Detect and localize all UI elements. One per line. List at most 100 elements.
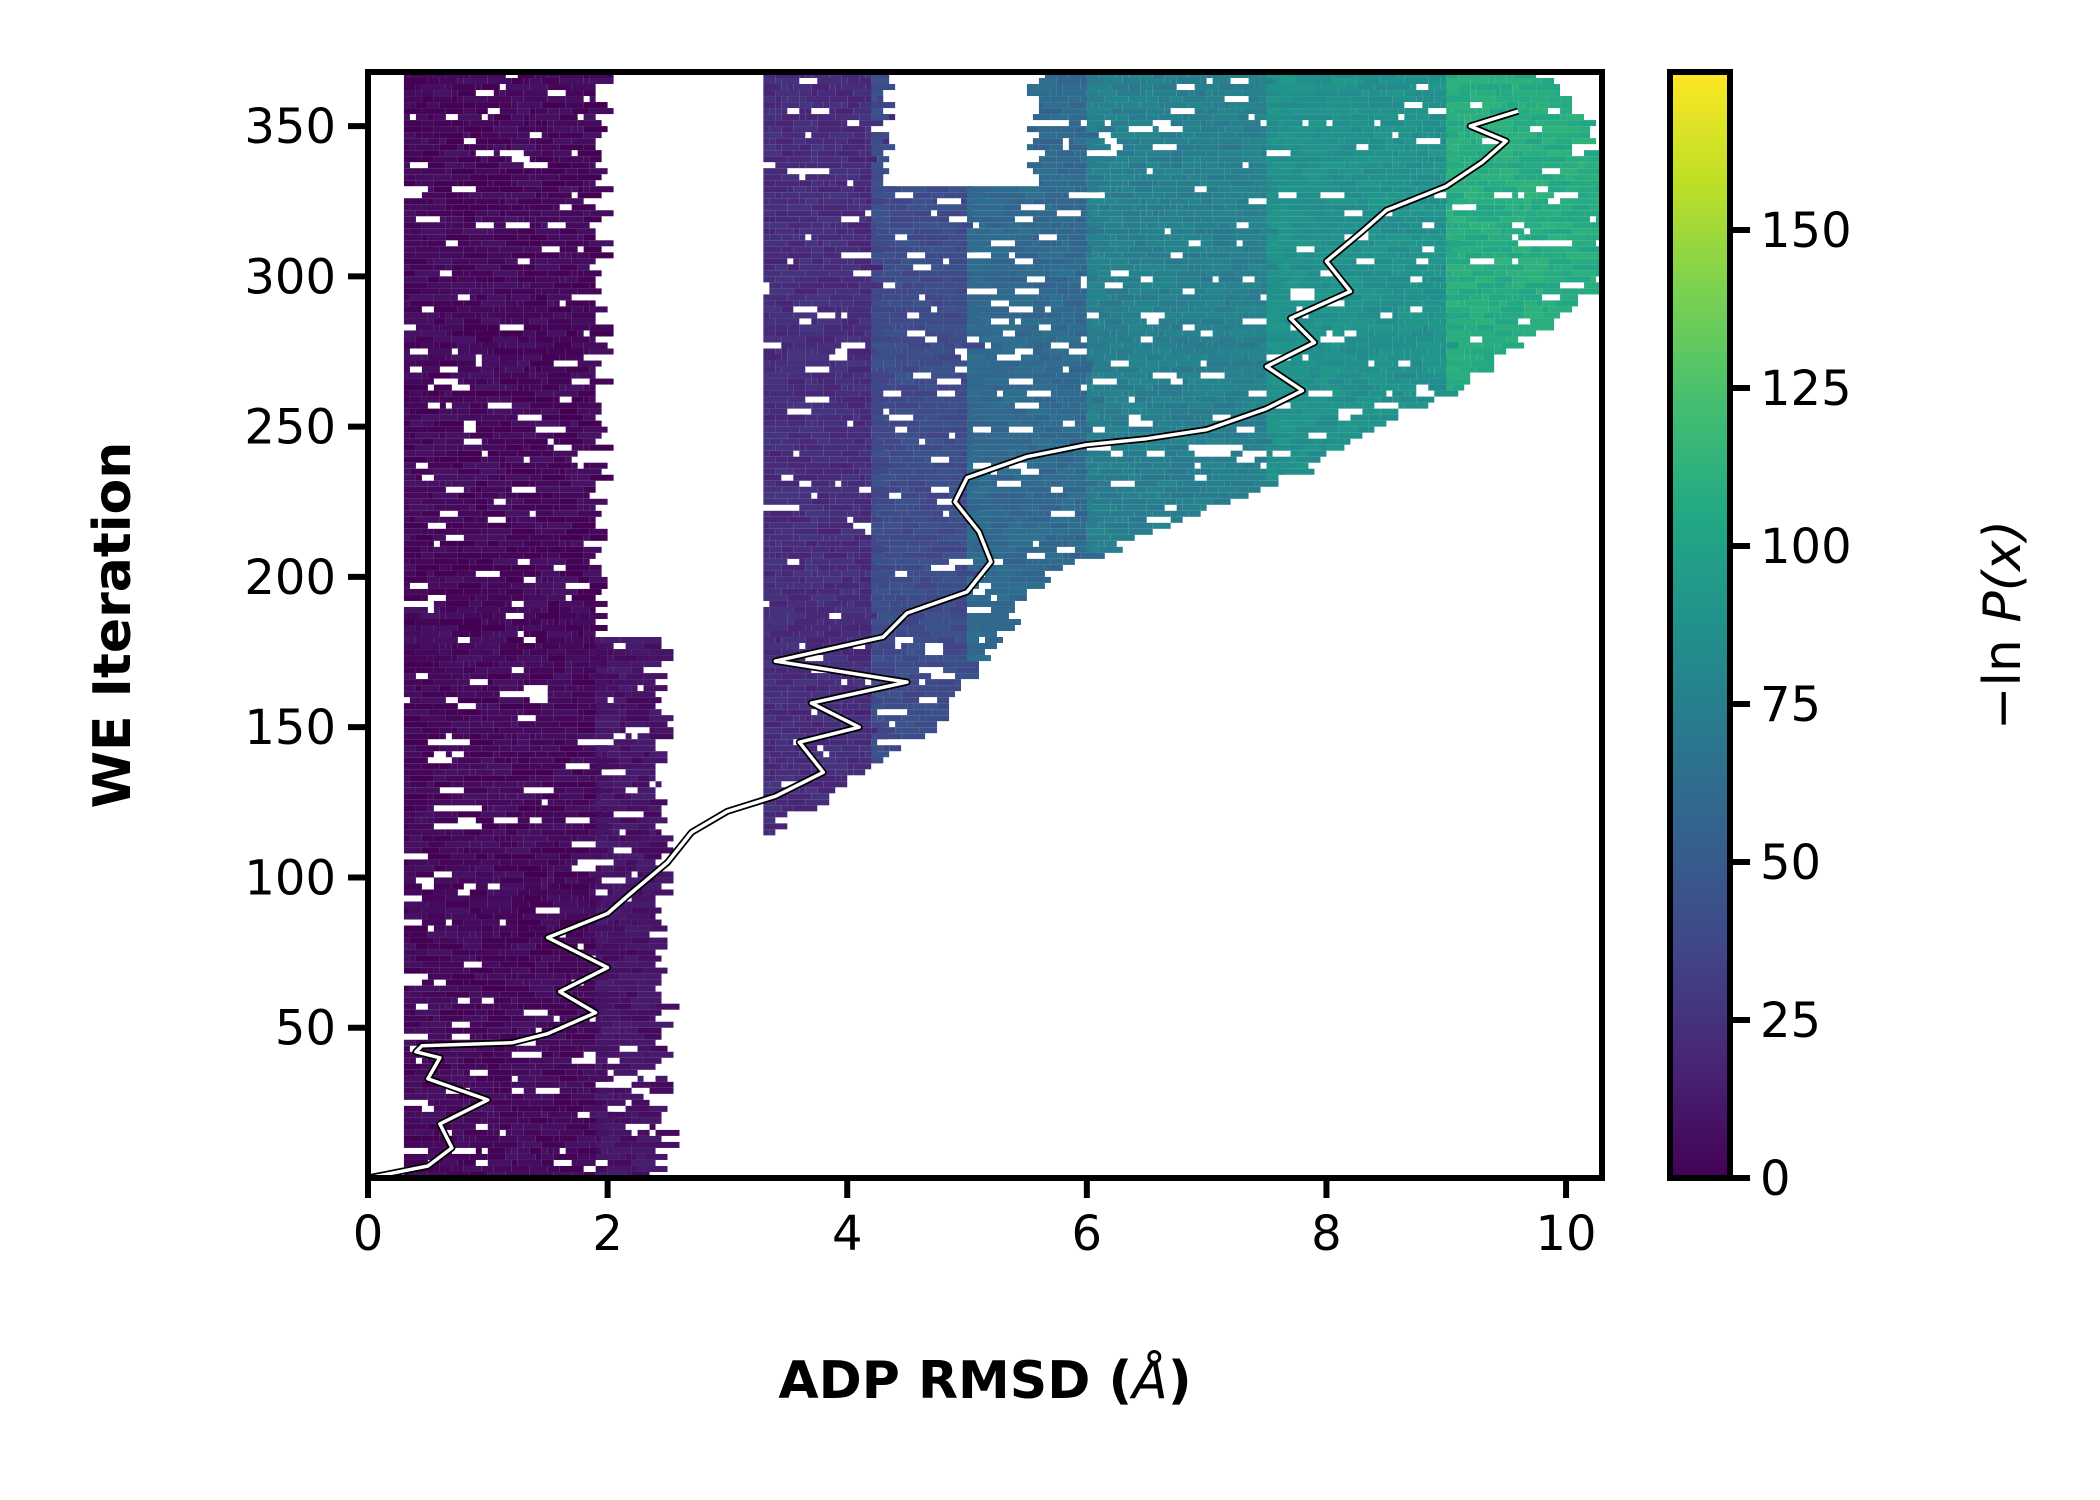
heatmap-cell — [517, 546, 530, 553]
heatmap-cell — [1002, 510, 1009, 517]
heatmap-cell — [1506, 300, 1525, 307]
heatmap-cell — [1242, 444, 1249, 451]
heatmap-cell — [913, 703, 926, 710]
heatmap-cell — [1032, 348, 1045, 355]
heatmap-cell — [415, 1171, 428, 1178]
heatmap-cell — [403, 618, 416, 625]
heatmap-cell — [607, 937, 632, 944]
heatmap-cell — [481, 1105, 494, 1112]
heatmap-cell — [487, 901, 512, 908]
heatmap-cell — [1302, 408, 1309, 415]
heatmap-cell — [445, 1093, 458, 1100]
heatmap-cell — [529, 823, 536, 830]
heatmap-cell — [1050, 414, 1075, 421]
heatmap-cell — [403, 847, 422, 854]
heatmap-cell — [421, 1021, 446, 1028]
heatmap-cell — [451, 402, 470, 409]
heatmap-cell — [967, 426, 974, 433]
heatmap-cell — [493, 432, 500, 439]
heatmap-cell — [469, 342, 482, 349]
heatmap-cell — [565, 1147, 578, 1154]
heatmap-cell — [883, 270, 902, 277]
heatmap-cell — [451, 1165, 464, 1172]
heatmap-cell — [1278, 360, 1291, 367]
heatmap-cell — [595, 1153, 620, 1160]
heatmap-cell — [421, 378, 434, 385]
heatmap-cell — [523, 348, 548, 355]
heatmap-cell — [769, 408, 788, 415]
heatmap-cell — [1446, 330, 1471, 337]
heatmap-cell — [439, 643, 446, 650]
heatmap-cell — [607, 835, 620, 842]
heatmap-cell — [595, 1063, 602, 1070]
heatmap-cell — [499, 883, 524, 890]
heatmap-cell — [955, 372, 968, 379]
heatmap-cell — [445, 498, 464, 505]
heatmap-cell — [841, 540, 860, 547]
heatmap-cell — [1212, 474, 1219, 481]
heatmap-cell — [577, 733, 596, 740]
heatmap-cell — [1008, 318, 1015, 325]
heatmap-cell — [1356, 426, 1369, 433]
heatmap-cell — [481, 1165, 494, 1172]
heatmap-cell — [811, 775, 836, 782]
heatmap-cell — [421, 1087, 428, 1094]
heatmap-cell — [625, 829, 644, 836]
heatmap-cell — [619, 721, 626, 728]
heatmap-cell — [1164, 468, 1189, 475]
heatmap-cell — [1110, 348, 1117, 355]
heatmap-cell — [649, 655, 674, 662]
heatmap-cell — [1476, 318, 1495, 325]
heatmap-cell — [847, 769, 854, 776]
heatmap-cell — [463, 1015, 482, 1022]
heatmap-cell — [781, 691, 788, 698]
heatmap-cell — [445, 1171, 470, 1178]
heatmap-cell — [553, 402, 578, 409]
heatmap-cell — [535, 751, 548, 758]
heatmap-cell — [1536, 300, 1543, 307]
heatmap-cell — [505, 576, 524, 583]
heatmap-cell — [1212, 330, 1225, 337]
heatmap-cell — [817, 685, 830, 692]
heatmap-cell — [577, 967, 590, 974]
heatmap-cell — [487, 733, 506, 740]
heatmap-cell — [571, 420, 578, 427]
heatmap-cell — [781, 763, 788, 770]
heatmap-cell — [889, 546, 908, 553]
heatmap-cell — [1056, 282, 1069, 289]
heatmap-cell — [643, 1165, 668, 1172]
heatmap-cell — [583, 643, 590, 650]
heatmap-cell — [517, 931, 536, 938]
heatmap-cell — [1494, 318, 1519, 325]
heatmap-cell — [1050, 348, 1069, 355]
heatmap-cell — [409, 408, 416, 415]
heatmap-cell — [559, 1081, 566, 1088]
heatmap-cell — [763, 769, 770, 776]
heatmap-cell — [457, 240, 470, 247]
heatmap-cell — [445, 925, 458, 932]
heatmap-cell — [469, 997, 482, 1004]
heatmap-cell — [871, 721, 890, 728]
heatmap-cell — [553, 949, 560, 956]
heatmap-cell — [481, 552, 500, 559]
heatmap-cell — [787, 739, 794, 746]
heatmap-cell — [547, 576, 554, 583]
heatmap-cell — [457, 552, 482, 559]
heatmap-cell — [427, 258, 434, 265]
heatmap-cell — [907, 600, 932, 607]
heatmap-cell — [763, 643, 788, 650]
heatmap-cell — [1368, 324, 1393, 331]
heatmap-cell — [571, 835, 578, 842]
heatmap-cell — [1044, 366, 1063, 373]
heatmap-cell — [403, 576, 428, 583]
heatmap-cell — [1176, 450, 1195, 457]
heatmap-cell — [445, 709, 458, 716]
heatmap-cell — [763, 829, 770, 836]
heatmap-cell — [457, 643, 476, 650]
heatmap-cell — [457, 937, 464, 944]
heatmap-cell — [637, 775, 650, 782]
heatmap-cell — [835, 372, 842, 379]
heatmap-cell — [967, 306, 985, 313]
heatmap-cell — [937, 528, 956, 535]
heatmap-cell — [1224, 432, 1249, 439]
